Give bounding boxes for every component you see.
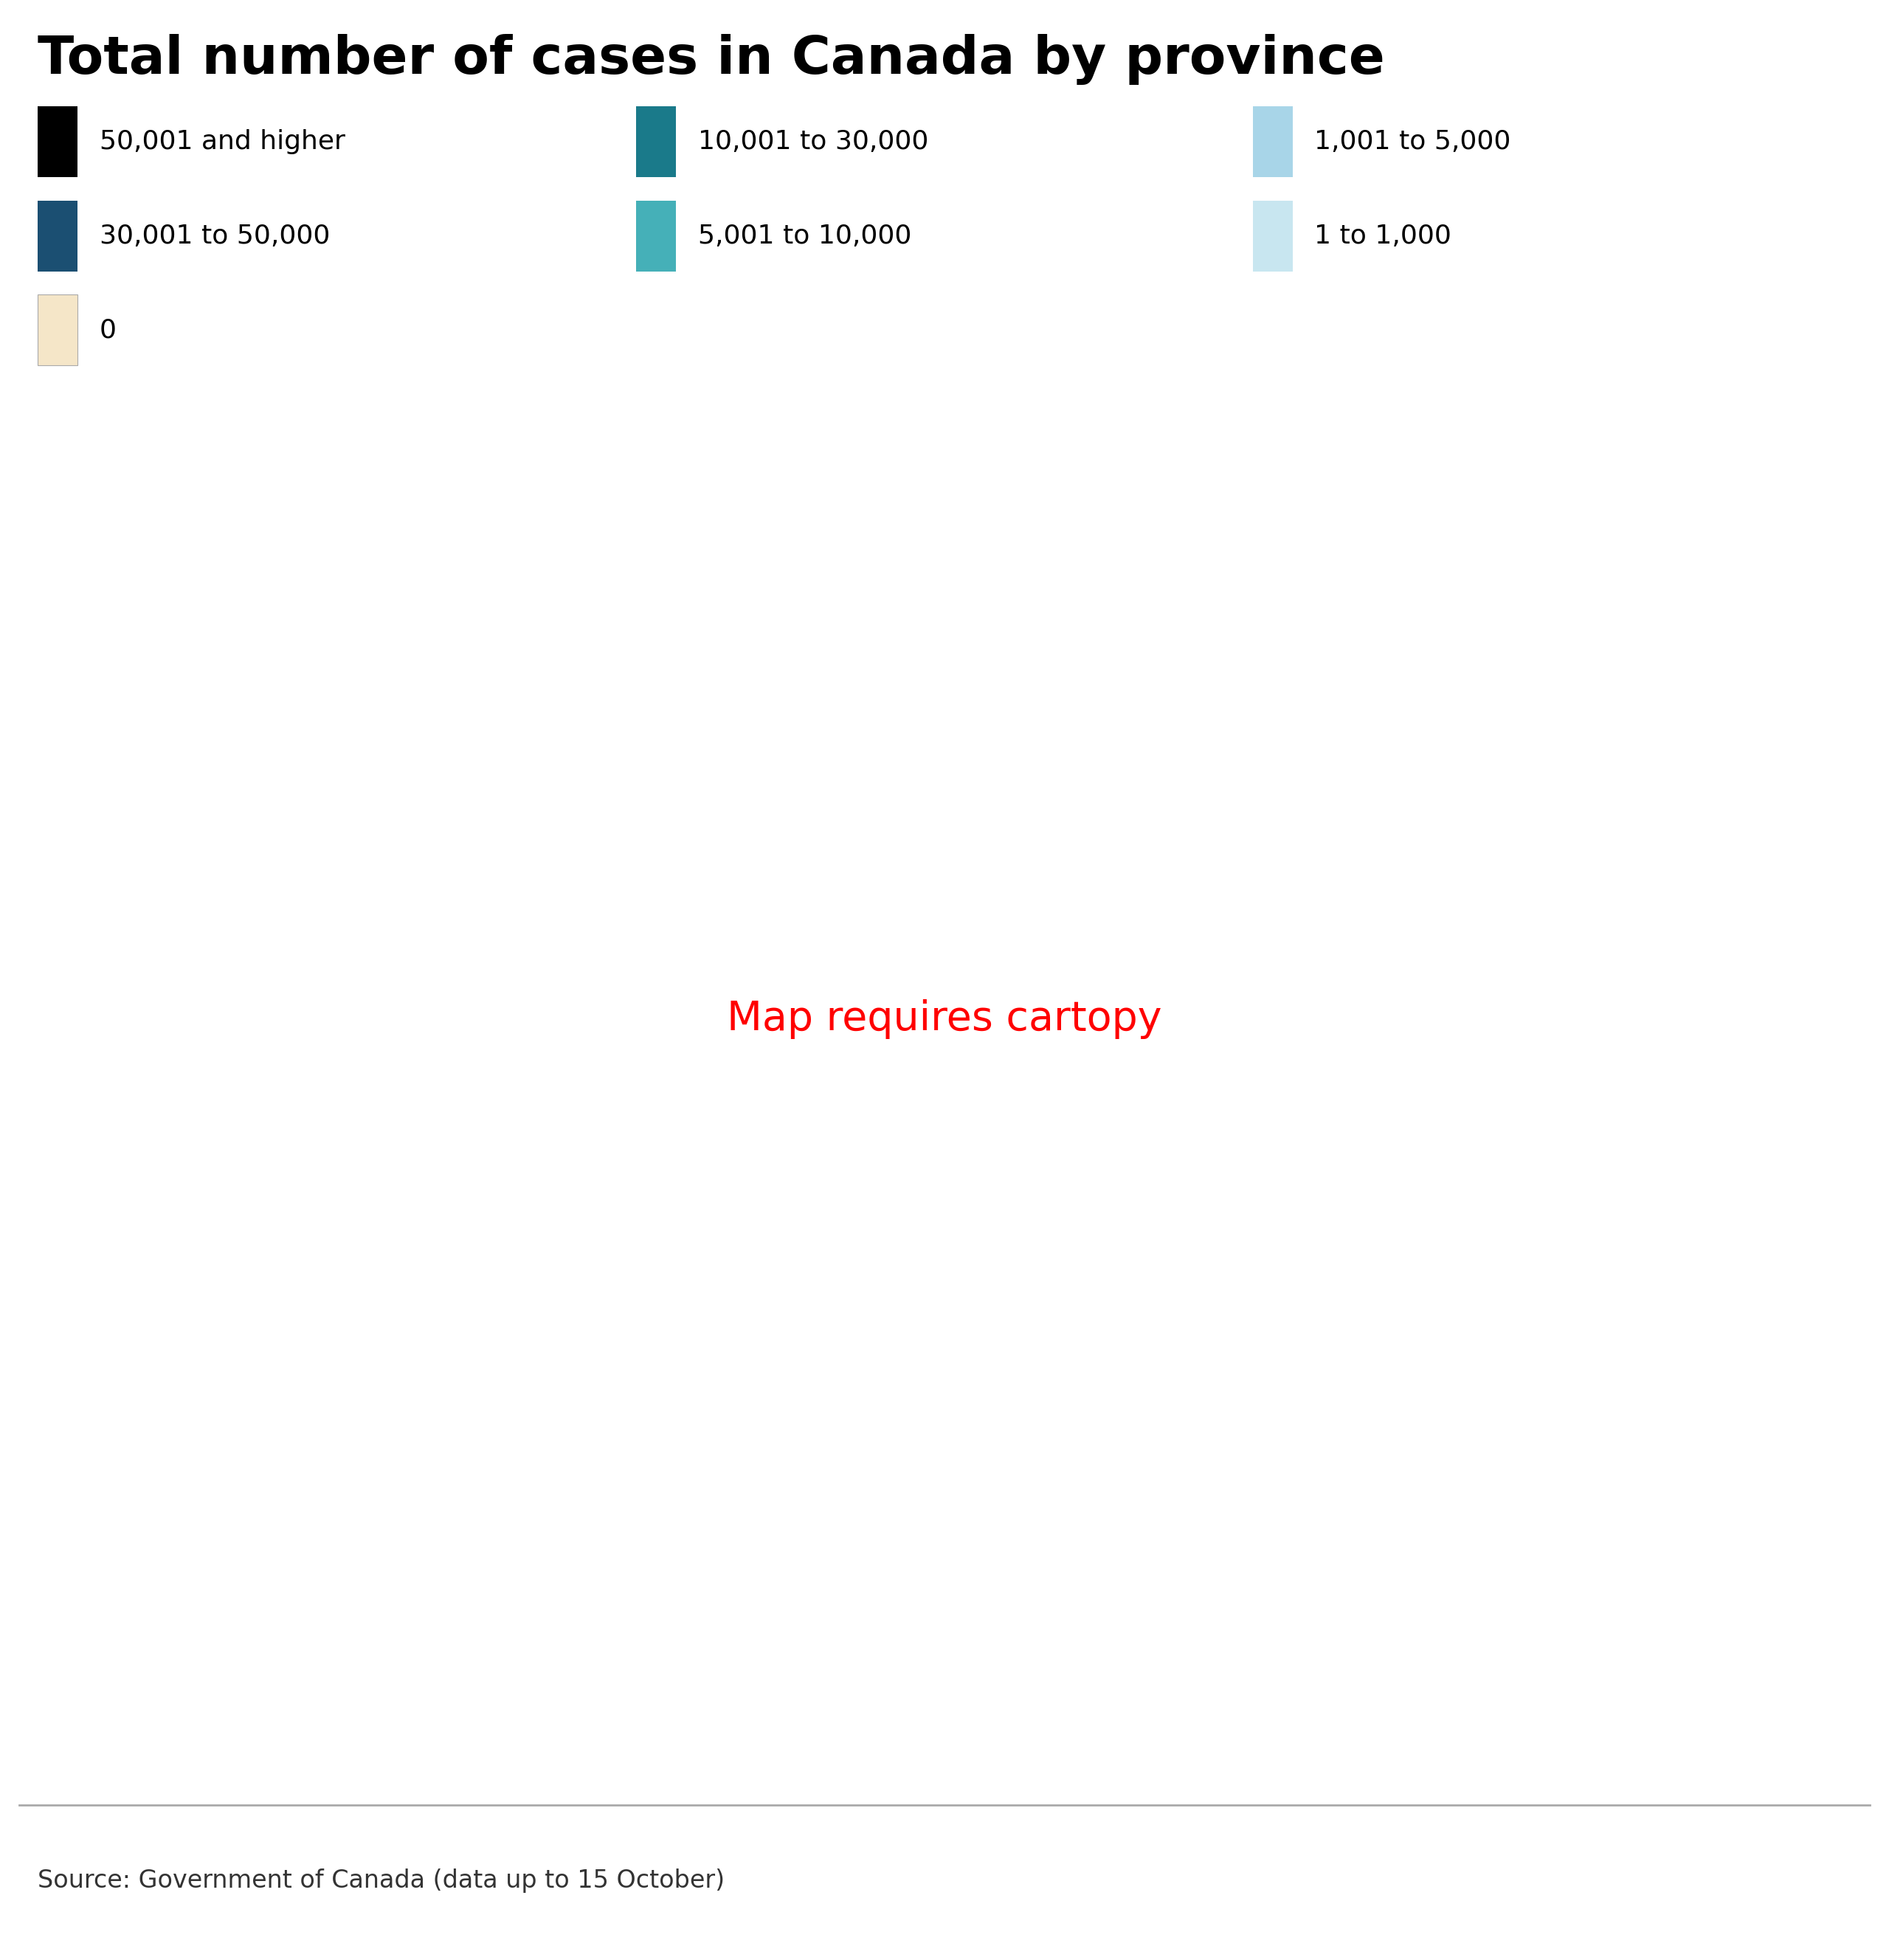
FancyBboxPatch shape xyxy=(38,200,77,270)
Text: 1 to 1,000: 1 to 1,000 xyxy=(1315,223,1451,249)
Text: 1,001 to 5,000: 1,001 to 5,000 xyxy=(1315,129,1511,155)
FancyBboxPatch shape xyxy=(1252,200,1292,270)
FancyBboxPatch shape xyxy=(38,106,77,176)
FancyBboxPatch shape xyxy=(637,106,676,176)
FancyBboxPatch shape xyxy=(1252,106,1292,176)
Text: 0: 0 xyxy=(100,318,117,343)
Text: Source: Government of Canada (data up to 15 October): Source: Government of Canada (data up to… xyxy=(38,1868,725,1893)
Text: Map requires cartopy: Map requires cartopy xyxy=(727,1000,1162,1039)
Text: 30,001 to 50,000: 30,001 to 50,000 xyxy=(100,223,331,249)
Text: 5,001 to 10,000: 5,001 to 10,000 xyxy=(697,223,910,249)
Text: Total number of cases in Canada by province: Total number of cases in Canada by provi… xyxy=(38,33,1385,84)
Text: 10,001 to 30,000: 10,001 to 30,000 xyxy=(697,129,927,155)
FancyBboxPatch shape xyxy=(637,200,676,270)
FancyBboxPatch shape xyxy=(38,294,77,365)
Text: 50,001 and higher: 50,001 and higher xyxy=(100,129,346,155)
Text: BBC: BBC xyxy=(1706,1856,1798,1891)
